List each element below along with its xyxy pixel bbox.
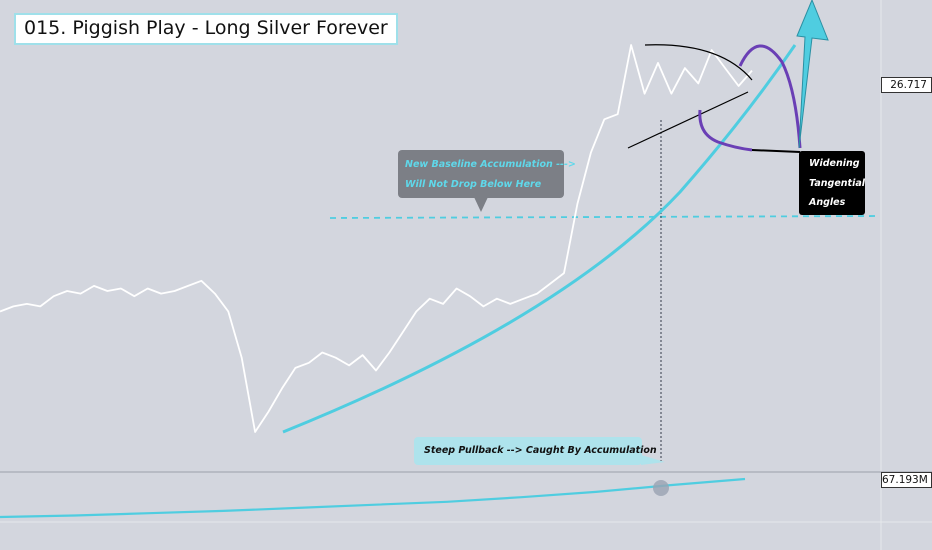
widening-callout-line1: Widening — [809, 158, 860, 169]
baseline-dashed-line — [329, 215, 881, 219]
volume-line — [0, 477, 746, 519]
baseline-callout-line2: Will Not Drop Below Here — [405, 179, 542, 190]
chart-title: 015. Piggish Play - Long Silver Forever — [14, 13, 398, 45]
last-price-badge: 26.717 — [881, 77, 932, 93]
lower-tangent-line — [627, 91, 749, 149]
purple-upper-curve — [738, 44, 802, 149]
widening-callout-line3: Angles — [809, 197, 846, 208]
baseline-callout: New Baseline Accumulation ---> Will Not … — [398, 150, 576, 198]
baseline-callout-tail — [474, 197, 488, 212]
baseline-callout-line1: New Baseline Accumulation ---> — [405, 159, 576, 170]
pullback-volume-marker — [653, 480, 669, 496]
widening-pointer-line — [751, 149, 801, 153]
pullback-callout: Steep Pullback --> Caught By Accumulatio… — [414, 437, 657, 465]
widening-callout-line2: Tangential — [809, 177, 865, 189]
widening-callout: Widening Tangential Angles — [799, 151, 865, 215]
pullback-callout-tail — [641, 455, 665, 465]
upper-tangent-curve — [644, 44, 753, 81]
purple-lower-curve — [698, 109, 753, 152]
upward-arrow-icon — [796, 0, 829, 149]
silver-price-line — [0, 44, 753, 433]
volume-value-badge: 67.193M — [881, 472, 932, 488]
accumulation-curve — [282, 44, 797, 434]
